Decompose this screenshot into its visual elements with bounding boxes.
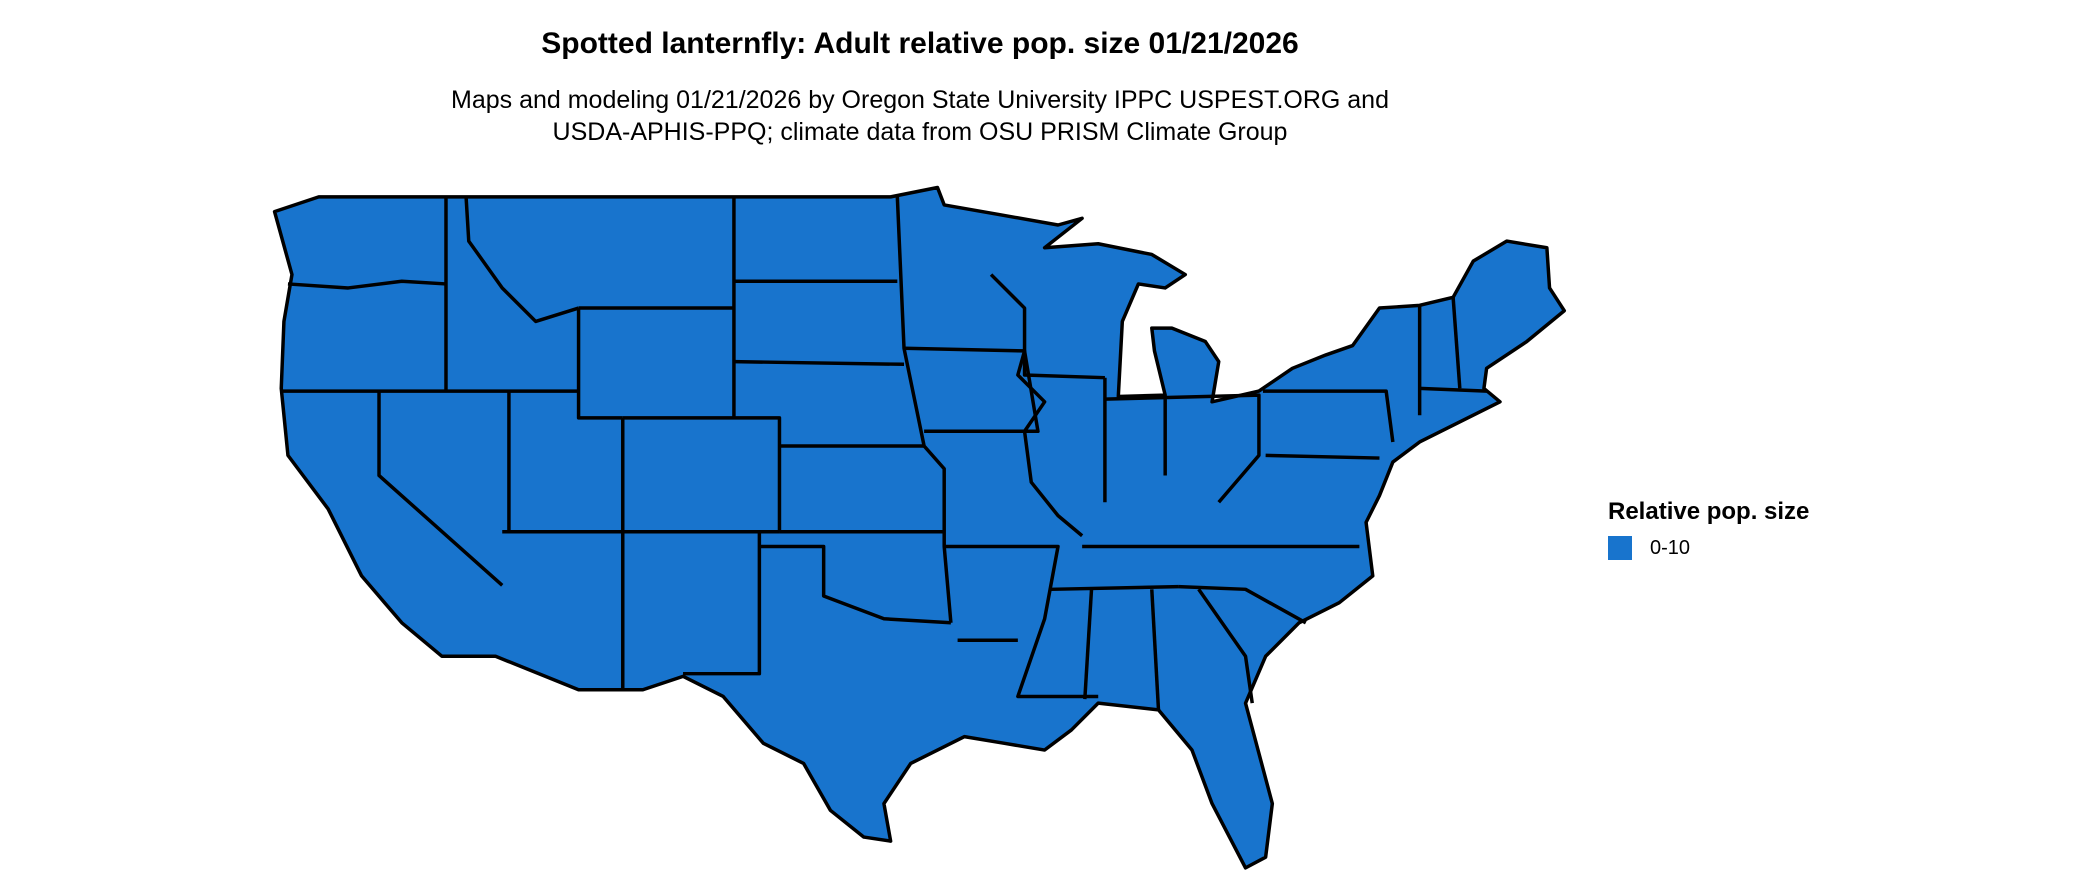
subtitle-line-1: Maps and modeling 01/21/2026 by Oregon S… bbox=[451, 86, 1389, 114]
us-outline bbox=[272, 185, 1567, 870]
legend-swatch bbox=[1608, 536, 1632, 560]
state-borders bbox=[281, 196, 1487, 710]
legend: Relative pop. size 0-10 bbox=[1608, 498, 1809, 560]
legend-label: 0-10 bbox=[1650, 536, 1691, 559]
map-title: Spotted lanternfly: Adult relative pop. … bbox=[541, 27, 1299, 60]
map-subtitle: Maps and modeling 01/21/2026 by Oregon S… bbox=[0, 84, 1840, 148]
legend-title: Relative pop. size bbox=[1608, 498, 1810, 525]
subtitle-line-2: USDA-APHIS-PPQ; climate data from OSU PR… bbox=[552, 118, 1288, 146]
legend-item: 0-10 bbox=[1608, 536, 1809, 560]
